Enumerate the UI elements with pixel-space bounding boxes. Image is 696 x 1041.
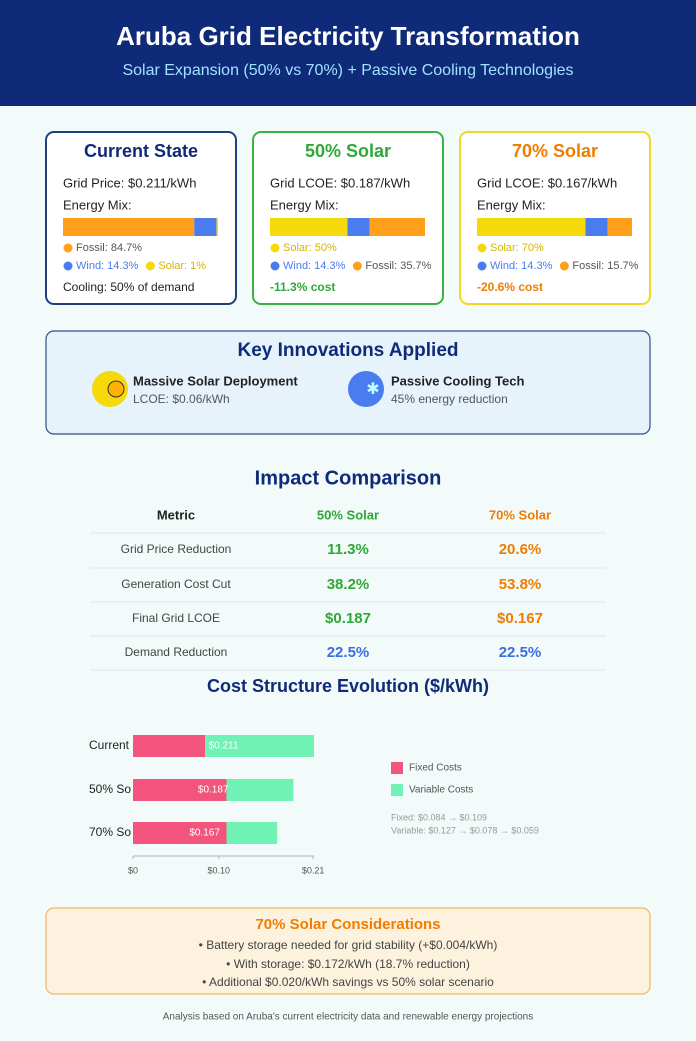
legend-icon [270,243,280,253]
innovation-detail: 45% energy reduction [391,392,508,406]
cooling-icon [348,371,384,407]
legend-icon [145,261,155,271]
card-title: Current State [84,141,198,161]
mix-segment [607,218,632,236]
mix-segment [585,218,608,236]
consideration-item: • With storage: $0.172/kWh (18.7% reduct… [226,957,470,971]
snow-glyph: ✱ [366,381,379,398]
card-footer: Cooling: 50% of demand [63,280,194,294]
innovation-title: Passive Cooling Tech [391,373,524,388]
header-subtitle: Solar Expansion (50% vs 70%) + Passive C… [122,62,573,79]
table-header: 70% Solar [489,507,551,522]
chart-note: Variable: $0.127 → $0.078 → $0.059 [391,825,539,835]
table-header: Metric [157,507,195,522]
header-title: Aruba Grid Electricity Transformation [116,21,580,51]
table-value: 11.3% [327,541,369,558]
mix-segment [63,218,195,236]
legend-icon [559,261,569,271]
mix-legend: Solar: 1% [158,260,206,272]
mix-segment [477,218,586,236]
mix-segment [194,218,217,236]
footer: Analysis based on Aruba's current electr… [163,1012,533,1023]
mix-legend: Fossil: 84.7% [76,242,142,254]
table-metric: Generation Cost Cut [121,577,231,591]
sun-glyph [107,380,125,398]
innovations-box [45,330,651,435]
mix-label: Energy Mix: [477,197,546,212]
table-metric: Grid Price Reduction [121,542,232,556]
mix-label: Energy Mix: [270,197,339,212]
innovation-detail: LCOE: $0.06/kWh [133,392,230,406]
legend-icon [270,261,280,271]
card-title: 70% Solar [512,141,598,161]
mix-segment [270,218,348,236]
card-price: Grid LCOE: $0.167/kWh [477,175,617,190]
mix-segment [369,218,425,236]
mix-legend: Fossil: 15.7% [572,260,638,272]
card-price: Grid LCOE: $0.187/kWh [270,175,410,190]
y-tick-label: Current [89,738,130,752]
table-value: 20.6% [499,541,542,558]
bar-segment [226,779,294,801]
value-label: $0.187 [198,785,229,796]
table-metric: Final Grid LCOE [132,611,220,625]
table-value: 22.5% [499,644,542,661]
mix-legend: Wind: 14.3% [76,260,139,272]
table-value: $0.187 [325,610,371,627]
mix-label: Energy Mix: [63,197,132,212]
innovations-title: Key Innovations Applied [238,340,459,361]
considerations-box [45,907,651,995]
legend-label: Fixed Costs [409,763,462,774]
bar-segment [133,735,206,757]
card-footer: -20.6% cost [477,280,543,294]
impact-title: Impact Comparison [255,467,442,489]
mix-legend: Wind: 14.3% [490,260,553,272]
legend-label: Variable Costs [409,785,473,796]
header-band [0,0,696,106]
mix-legend: Fossil: 35.7% [365,260,431,272]
mix-legend: Solar: 50% [283,242,337,254]
bar-segment [133,822,227,844]
table-metric: Demand Reduction [125,645,228,659]
value-label: $0.167 [189,828,220,839]
legend-icon [63,243,73,253]
legend-swatch [391,762,403,774]
consideration-item: • Additional $0.020/kWh savings vs 50% s… [202,975,494,989]
legend-icon [63,261,73,271]
table-value: 38.2% [327,576,370,593]
table-value: $0.167 [497,610,543,627]
bar-segment [205,735,314,757]
table-value: 53.8% [499,576,542,593]
value-label: $0.211 [209,741,239,752]
y-tick-label: 70% So [89,825,131,839]
card-price: Grid Price: $0.211/kWh [63,175,196,190]
mix-segment [216,218,218,236]
innovation-title: Massive Solar Deployment [133,373,298,388]
mix-segment [347,218,370,236]
mix-legend: Solar: 70% [490,242,544,254]
bar-segment [133,779,227,801]
y-tick-label: 50% So [89,782,131,796]
card-footer: -11.3% cost [270,280,335,294]
card-title: 50% Solar [305,141,391,161]
legend-swatch [391,784,403,796]
mix-legend: Wind: 14.3% [283,260,346,272]
x-tick-label: $0.10 [208,865,231,875]
legend-icon [477,243,487,253]
x-tick-label: $0.21 [302,865,325,875]
x-tick-label: $0 [128,865,138,875]
chart-title: Cost Structure Evolution ($/kWh) [207,676,489,696]
chart-note: Fixed: $0.084 → $0.109 [391,812,487,822]
table-value: 22.5% [327,644,370,661]
table-header: 50% Solar [317,507,379,522]
considerations-title: 70% Solar Considerations [255,916,440,933]
legend-icon [352,261,362,271]
consideration-item: • Battery storage needed for grid stabil… [199,938,498,952]
legend-icon [477,261,487,271]
bar-segment [226,822,278,844]
